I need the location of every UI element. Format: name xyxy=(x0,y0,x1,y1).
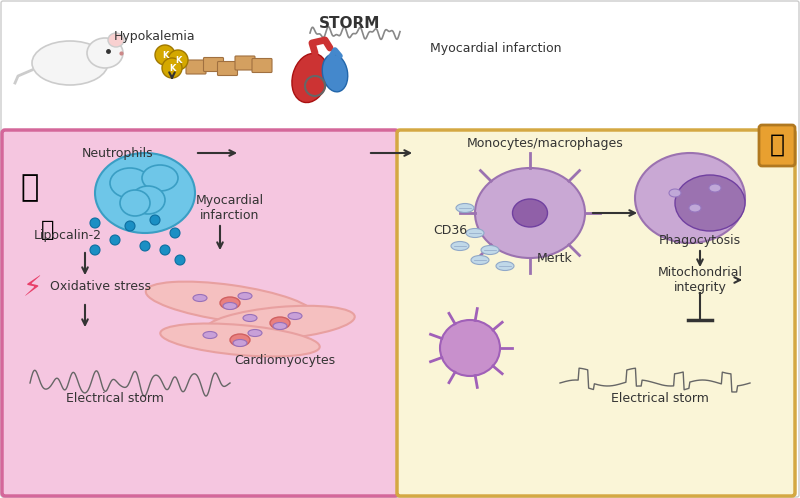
Text: Electrical storm: Electrical storm xyxy=(66,391,164,404)
Ellipse shape xyxy=(223,302,237,309)
Ellipse shape xyxy=(635,153,745,243)
Ellipse shape xyxy=(496,261,514,270)
Text: Mitochondrial
integrity: Mitochondrial integrity xyxy=(658,266,742,294)
FancyBboxPatch shape xyxy=(186,60,206,74)
FancyBboxPatch shape xyxy=(235,56,255,70)
Ellipse shape xyxy=(248,330,262,337)
Ellipse shape xyxy=(238,292,252,299)
Circle shape xyxy=(150,215,160,225)
Ellipse shape xyxy=(675,175,745,231)
Ellipse shape xyxy=(466,229,484,238)
Ellipse shape xyxy=(131,186,165,214)
Text: Neutrophils: Neutrophils xyxy=(82,146,154,159)
Text: Electrical storm: Electrical storm xyxy=(611,391,709,404)
Ellipse shape xyxy=(110,168,150,198)
Ellipse shape xyxy=(288,313,302,320)
Ellipse shape xyxy=(243,315,257,322)
Text: K: K xyxy=(169,64,175,73)
Text: Oxidative stress: Oxidative stress xyxy=(50,279,150,292)
Text: 🏥: 🏥 xyxy=(42,220,54,240)
Ellipse shape xyxy=(273,323,287,330)
FancyBboxPatch shape xyxy=(218,61,238,76)
Text: Lipocalin-2: Lipocalin-2 xyxy=(34,229,102,242)
Ellipse shape xyxy=(270,317,290,329)
Text: 🔥: 🔥 xyxy=(21,173,39,203)
Text: 🛡: 🛡 xyxy=(770,133,785,157)
Ellipse shape xyxy=(160,324,320,357)
Ellipse shape xyxy=(709,184,721,192)
Ellipse shape xyxy=(475,168,585,258)
Ellipse shape xyxy=(146,281,314,324)
Ellipse shape xyxy=(440,320,500,376)
Text: Mertk: Mertk xyxy=(537,251,573,264)
Text: CD36: CD36 xyxy=(433,224,467,237)
Text: Cardiomyocytes: Cardiomyocytes xyxy=(234,354,335,367)
Circle shape xyxy=(110,235,120,245)
Text: Hypokalemia: Hypokalemia xyxy=(114,29,196,42)
Circle shape xyxy=(125,221,135,231)
Circle shape xyxy=(140,241,150,251)
Ellipse shape xyxy=(32,41,108,85)
Ellipse shape xyxy=(451,242,469,250)
Ellipse shape xyxy=(292,53,328,103)
Ellipse shape xyxy=(142,165,178,191)
Ellipse shape xyxy=(456,204,474,213)
FancyBboxPatch shape xyxy=(252,58,272,73)
Text: Myocardial infarction: Myocardial infarction xyxy=(430,41,562,54)
Text: ⚡: ⚡ xyxy=(22,274,42,302)
Ellipse shape xyxy=(471,255,489,264)
Ellipse shape xyxy=(193,294,207,301)
Circle shape xyxy=(160,245,170,255)
FancyBboxPatch shape xyxy=(759,125,795,166)
Ellipse shape xyxy=(322,54,348,92)
FancyBboxPatch shape xyxy=(397,130,795,496)
Circle shape xyxy=(168,50,188,70)
Ellipse shape xyxy=(669,189,681,197)
Ellipse shape xyxy=(206,306,354,340)
FancyBboxPatch shape xyxy=(203,57,223,72)
Ellipse shape xyxy=(120,190,150,216)
Ellipse shape xyxy=(230,334,250,346)
Text: K: K xyxy=(162,50,168,59)
Text: Myocardial
infarction: Myocardial infarction xyxy=(196,194,264,222)
Ellipse shape xyxy=(233,340,247,347)
Text: Phagocytosis: Phagocytosis xyxy=(659,234,741,247)
Ellipse shape xyxy=(203,332,217,339)
Ellipse shape xyxy=(481,246,499,254)
Ellipse shape xyxy=(513,199,547,227)
Circle shape xyxy=(162,58,182,78)
Ellipse shape xyxy=(220,297,240,309)
Circle shape xyxy=(175,255,185,265)
Text: Monocytes/macrophages: Monocytes/macrophages xyxy=(466,136,623,149)
Circle shape xyxy=(170,228,180,238)
Ellipse shape xyxy=(689,204,701,212)
Ellipse shape xyxy=(108,33,124,47)
FancyBboxPatch shape xyxy=(2,130,398,496)
Circle shape xyxy=(90,218,100,228)
Circle shape xyxy=(90,245,100,255)
Ellipse shape xyxy=(87,38,123,68)
Circle shape xyxy=(155,45,175,65)
Ellipse shape xyxy=(95,153,195,233)
Text: STORM: STORM xyxy=(319,15,381,30)
Text: K: K xyxy=(175,55,181,65)
